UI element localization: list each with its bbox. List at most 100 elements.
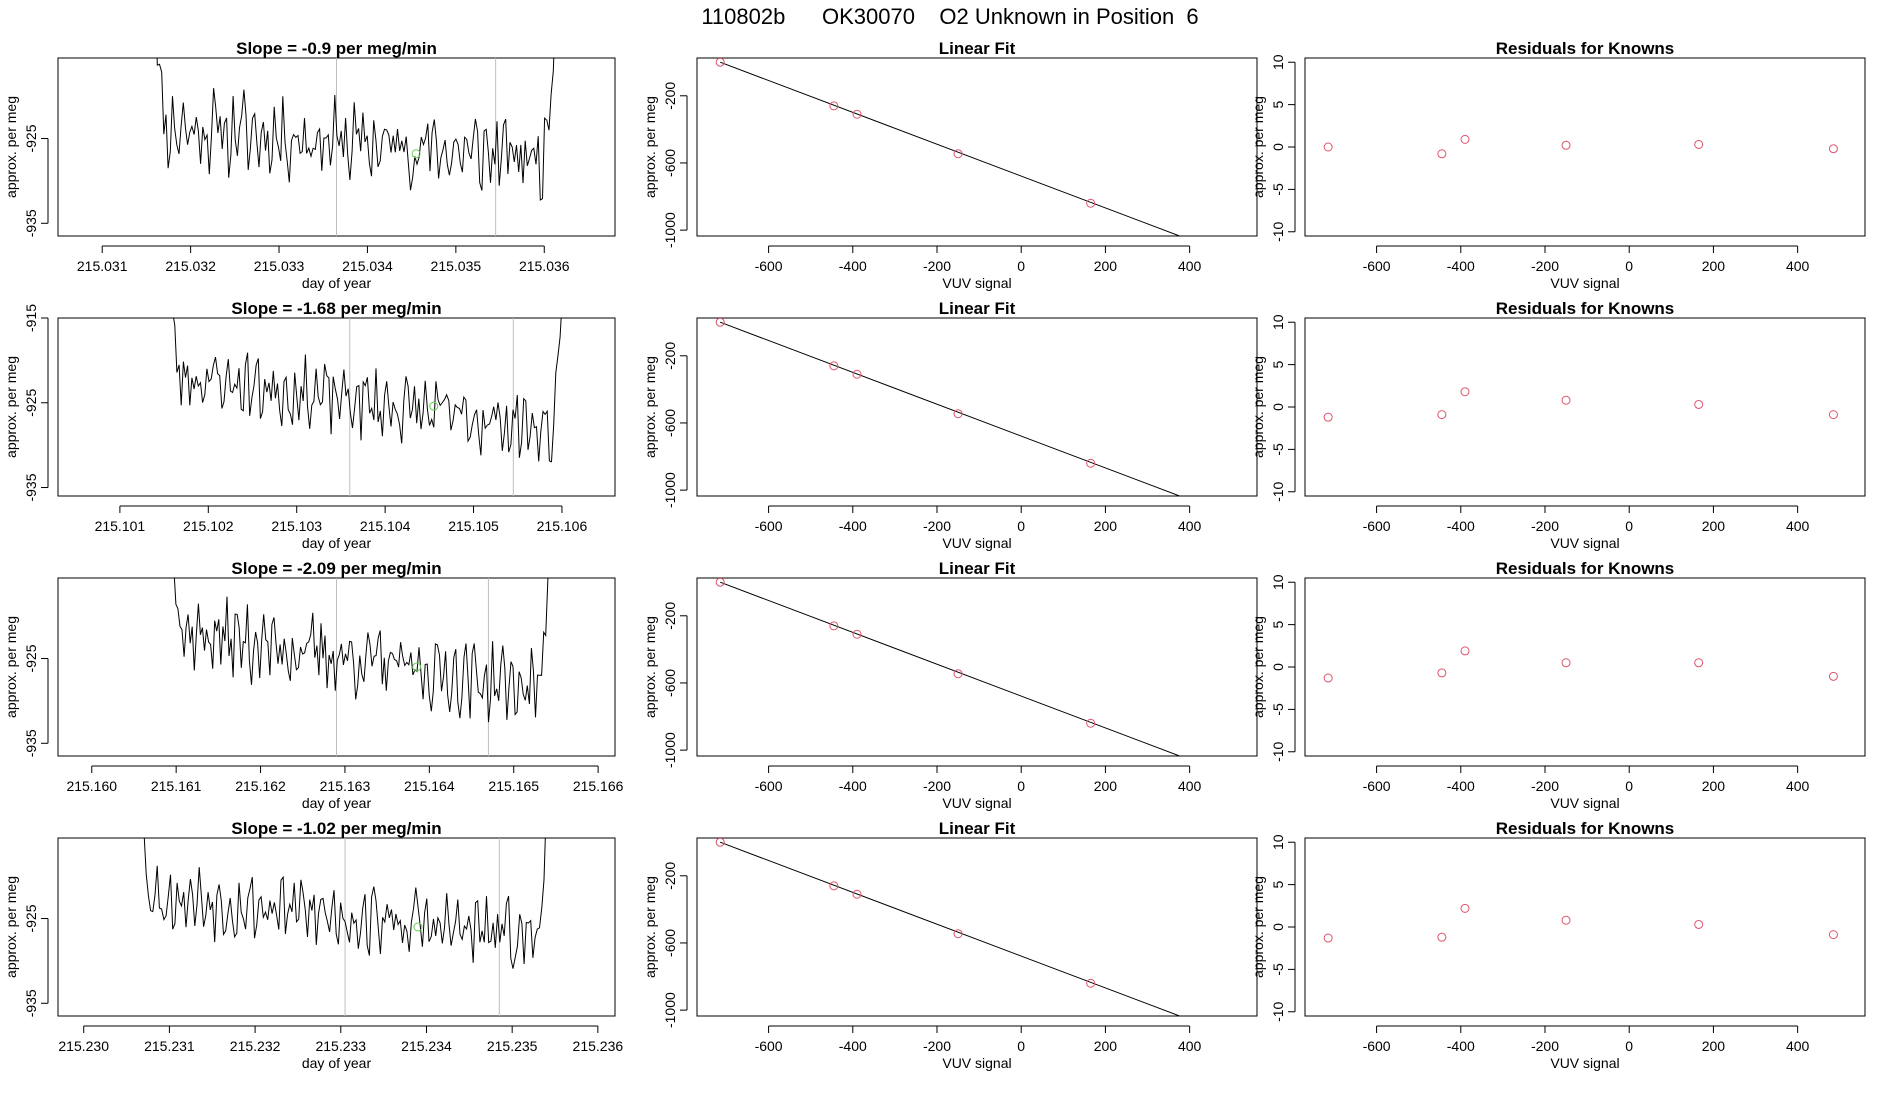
known-point xyxy=(1086,978,1096,988)
residual-point xyxy=(1694,139,1704,149)
x-axis-label: VUV signal xyxy=(1550,795,1619,811)
unknown-time-point xyxy=(411,149,421,159)
y-axis-label: approx. per meg xyxy=(642,616,658,718)
y-tick-label: -600 xyxy=(662,149,678,177)
x-tick-label: -600 xyxy=(1363,778,1391,794)
x-axis-label: VUV signal xyxy=(942,1055,1011,1071)
plot-frame xyxy=(57,317,616,497)
known-point xyxy=(953,149,963,159)
residual-point xyxy=(1323,142,1333,152)
residual-point xyxy=(1437,410,1447,420)
y-tick-label: 0 xyxy=(1270,143,1286,151)
x-tick-label: 200 xyxy=(1702,258,1726,274)
y-tick-label: 0 xyxy=(1270,403,1286,411)
x-tick-label: 400 xyxy=(1178,258,1202,274)
panel-title: Linear Fit xyxy=(939,819,1016,838)
residual-point xyxy=(1437,149,1447,159)
plot-data xyxy=(1323,387,1838,422)
x-tick-label: -400 xyxy=(1447,1038,1475,1054)
x-tick-label: 215.032 xyxy=(165,258,216,274)
residual-point xyxy=(1323,412,1333,422)
x-tick-label: 400 xyxy=(1178,518,1202,534)
x-tick-label: 215.101 xyxy=(95,518,146,534)
y-tick-label: -935 xyxy=(23,729,39,757)
y-tick-label: -10 xyxy=(1270,1001,1286,1021)
x-tick-label: 215.103 xyxy=(271,518,322,534)
x-axis-label: day of year xyxy=(302,275,372,291)
y-tick-label: -10 xyxy=(1270,481,1286,501)
residual-point xyxy=(1694,399,1704,409)
panel-timeseries-row2: Slope = -1.68 per meg/min 215.101 215.102 2… xyxy=(3,299,616,551)
known-point xyxy=(715,58,725,67)
x-tick-label: 200 xyxy=(1094,518,1118,534)
panel-title: Residuals for Knowns xyxy=(1496,299,1675,318)
x-tick-label: -200 xyxy=(1531,1038,1559,1054)
x-tick-label: 200 xyxy=(1094,258,1118,274)
unknown-point xyxy=(1221,770,1229,778)
x-tick-label: 215.162 xyxy=(235,778,286,794)
x-tick-label: -200 xyxy=(1531,258,1559,274)
y-tick-label: -925 xyxy=(23,389,39,417)
x-tick-label: 400 xyxy=(1178,778,1202,794)
known-point xyxy=(829,621,839,631)
y-tick-label: -600 xyxy=(662,409,678,437)
y-tick-label: -925 xyxy=(23,644,39,672)
x-tick-label: -600 xyxy=(755,778,783,794)
x-axis-label: VUV signal xyxy=(1550,535,1619,551)
panel-residuals-row4: Residuals for Knowns -600 -400 -200 0 200 400 V… xyxy=(1250,819,1866,1071)
y-tick-label: -200 xyxy=(662,862,678,890)
x-tick-label: 215.033 xyxy=(254,258,305,274)
residual-point xyxy=(1437,668,1447,678)
x-tick-label: 215.164 xyxy=(404,778,455,794)
figure-title: 110802b OK30070 O2 Unknown in Position 6 xyxy=(701,4,1198,29)
y-tick-label: -10 xyxy=(1270,221,1286,241)
x-tick-label: 0 xyxy=(1017,778,1025,794)
fit-line xyxy=(719,61,1182,236)
y-tick-label: -600 xyxy=(662,929,678,957)
y-tick-label: -1000 xyxy=(662,732,678,768)
known-point xyxy=(829,881,839,891)
known-point xyxy=(715,838,725,847)
panel-timeseries-row1: Slope = -0.9 per meg/min 215.031 215.032 21… xyxy=(3,39,616,291)
unknown-point xyxy=(1221,510,1229,518)
plot-frame xyxy=(1304,577,1866,757)
x-tick-label: -200 xyxy=(923,518,951,534)
y-tick-label: -10 xyxy=(1270,741,1286,761)
per-meg-trace xyxy=(156,58,555,201)
panel-title: Linear Fit xyxy=(939,559,1016,578)
x-tick-label: 400 xyxy=(1178,1038,1202,1054)
known-point xyxy=(852,109,862,119)
y-axis-label: approx. per meg xyxy=(3,356,19,458)
x-tick-label: 200 xyxy=(1094,1038,1118,1054)
y-tick-label: 10 xyxy=(1270,54,1286,70)
residual-point xyxy=(1460,134,1470,144)
x-tick-label: 215.034 xyxy=(342,258,393,274)
x-tick-label: -600 xyxy=(1363,258,1391,274)
y-tick-label: 5 xyxy=(1270,881,1286,889)
x-axis-label: VUV signal xyxy=(1550,275,1619,291)
plot-frame xyxy=(696,837,1258,1017)
unknown-time-point xyxy=(413,922,423,932)
x-tick-label: -400 xyxy=(1447,258,1475,274)
y-tick-label: -200 xyxy=(662,602,678,630)
residual-point xyxy=(1694,658,1704,668)
x-tick-label: 0 xyxy=(1017,1038,1025,1054)
x-tick-label: 215.105 xyxy=(448,518,499,534)
x-tick-label: 400 xyxy=(1786,1038,1810,1054)
x-tick-label: 215.031 xyxy=(77,258,128,274)
plot-frame xyxy=(696,317,1258,497)
x-tick-label: -400 xyxy=(839,518,867,534)
x-tick-label: -600 xyxy=(755,258,783,274)
known-point xyxy=(852,889,862,899)
per-meg-trace xyxy=(173,578,549,723)
x-tick-label: -600 xyxy=(755,1038,783,1054)
y-tick-label: -200 xyxy=(662,342,678,370)
plot-frame xyxy=(1304,317,1866,497)
x-tick-label: -200 xyxy=(923,778,951,794)
plot-frame xyxy=(1304,57,1866,237)
y-tick-label: -935 xyxy=(23,473,39,501)
fit-line xyxy=(719,581,1182,756)
x-tick-label: 215.106 xyxy=(537,518,588,534)
x-tick-label: 215.161 xyxy=(151,778,202,794)
